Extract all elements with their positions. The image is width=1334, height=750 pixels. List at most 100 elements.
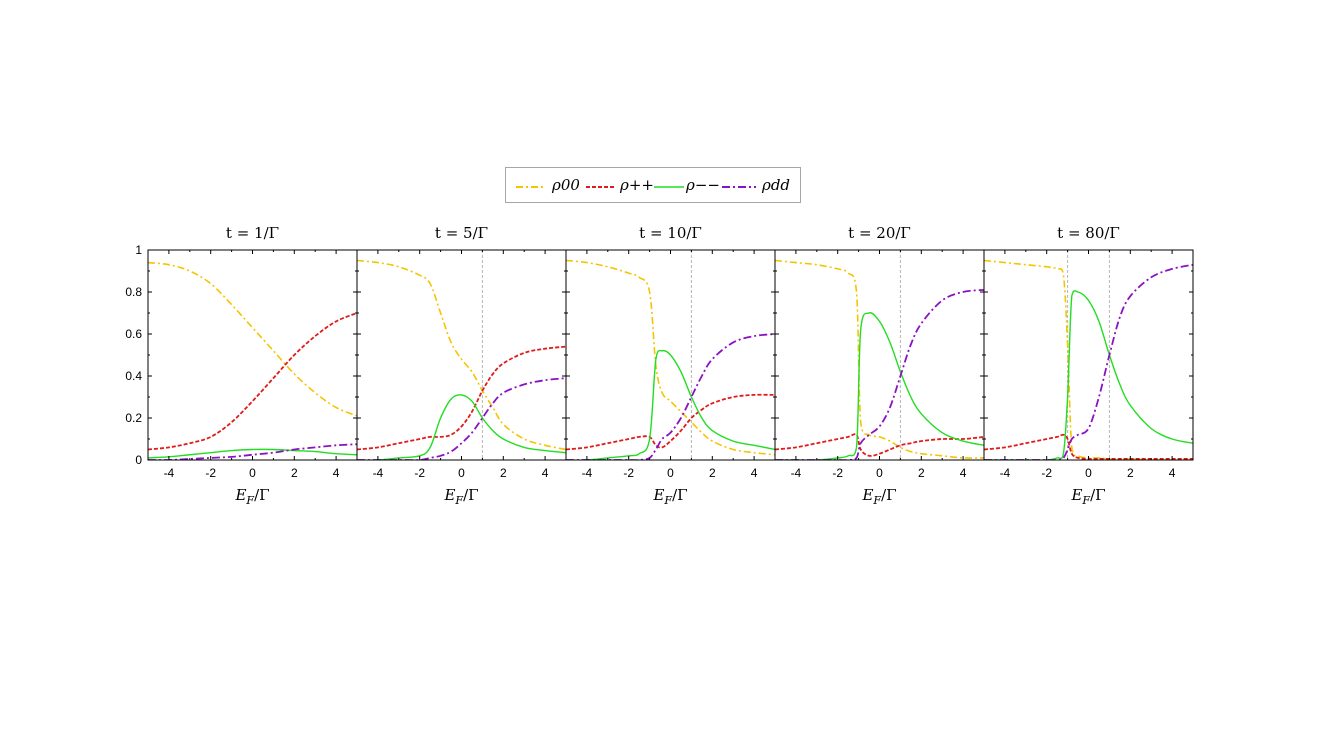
series-line-rhomm	[566, 349, 775, 460]
series-line-rhodd	[357, 377, 566, 460]
x-tick-label: -4	[791, 466, 802, 480]
x-tick-label: -4	[164, 466, 175, 480]
series-line-rhomm	[775, 312, 984, 460]
legend-item-rhomm: ρ−−	[652, 168, 720, 204]
series-line-rhomm	[357, 394, 566, 460]
x-tick-label: -4	[1000, 466, 1011, 480]
series-line-rhopp	[148, 312, 357, 451]
x-axis-label-rest: /Γ	[881, 486, 896, 504]
panel-title: t = 1/Γ	[226, 224, 279, 242]
x-axis-label-rest: /Γ	[463, 486, 478, 504]
panel-title: t = 10/Γ	[639, 224, 702, 242]
series-line-rhopp	[357, 345, 566, 451]
panel-2: -4 -2 0 2 4 t = 5/Γ EF/Γ	[356, 224, 567, 507]
x-tick-label: -2	[623, 466, 634, 480]
y-tick-label: 1	[135, 243, 142, 257]
series-line-rhodd	[566, 333, 775, 460]
legend-label-rho00: ρ00	[552, 176, 580, 194]
series-line-rhodd	[984, 263, 1193, 460]
x-tick-label: 4	[333, 466, 340, 480]
series-group	[357, 259, 566, 460]
series-line-rhomm	[148, 448, 357, 459]
series-group	[775, 259, 984, 460]
panel-4: -4 -2 0 2 4 t = 20/Γ EF/Γ	[774, 224, 985, 507]
x-axis-label: EF/Γ	[443, 486, 478, 507]
series-line-rhomm	[984, 290, 1193, 460]
x-tick-label: -2	[205, 466, 216, 480]
x-axis-label-main: E	[234, 486, 246, 504]
x-axis-label-rest: /Γ	[1090, 486, 1105, 504]
x-tick-label: 0	[249, 466, 256, 480]
x-tick-label: 2	[1127, 466, 1134, 480]
x-axis-label-sub: F	[245, 494, 254, 507]
series-line-rhopp	[984, 433, 1193, 460]
panel-title: t = 20/Γ	[848, 224, 911, 242]
panel-frame	[983, 249, 1194, 461]
series-group	[984, 259, 1193, 460]
legend-item-rhodd: ρdd	[720, 168, 790, 204]
x-tick-label: 2	[918, 466, 925, 480]
x-tick-label: 0	[876, 466, 883, 480]
x-axis-label-sub: F	[1081, 494, 1090, 507]
y-tick-label: 0.8	[125, 285, 142, 299]
series-group	[148, 261, 357, 460]
x-tick-label: 4	[542, 466, 549, 480]
x-axis-label-sub: F	[454, 494, 463, 507]
series-line-rhodd	[148, 443, 357, 460]
x-tick-label: 2	[500, 466, 507, 480]
panel-frame	[356, 249, 567, 461]
x-tick-label: -4	[582, 466, 593, 480]
x-tick-label: 0	[1085, 466, 1092, 480]
series-line-rho00	[566, 259, 775, 456]
x-tick-label: 2	[709, 466, 716, 480]
x-tick-label: -2	[832, 466, 843, 480]
series-group	[566, 259, 775, 460]
series-line-rhopp	[566, 393, 775, 451]
legend-label-rhopp: ρ++	[620, 176, 654, 194]
legend-swatch-rhomm	[654, 186, 684, 188]
series-line-rho00	[357, 259, 566, 451]
panel-title: t = 80/Γ	[1057, 224, 1120, 242]
panel-frame	[774, 249, 985, 461]
x-axis-label-main: E	[443, 486, 455, 504]
x-axis-label: EF/Γ	[652, 486, 687, 507]
panel-frame	[147, 249, 358, 461]
x-axis-label-main: E	[1070, 486, 1082, 504]
x-tick-label: 2	[291, 466, 298, 480]
y-tick-label: 0.2	[125, 411, 142, 425]
x-tick-label: 4	[1169, 466, 1176, 480]
series-line-rhopp	[775, 433, 984, 457]
legend-swatch-rho00	[516, 186, 546, 188]
x-axis-label: EF/Γ	[234, 486, 269, 507]
x-axis-label-rest: /Γ	[254, 486, 269, 504]
x-tick-label: 4	[960, 466, 967, 480]
legend-label-rhomm: ρ−−	[686, 176, 720, 194]
x-axis-label: EF/Γ	[861, 486, 896, 507]
x-axis-label-rest: /Γ	[672, 486, 687, 504]
x-axis-label-sub: F	[663, 494, 672, 507]
series-line-rho00	[984, 259, 1193, 460]
legend: ρ00 ρ++ ρ−− ρdd	[505, 167, 801, 203]
series-line-rho00	[775, 259, 984, 459]
x-tick-label: -4	[373, 466, 384, 480]
panel-5: -4 -2 0 2 4 t = 80/Γ EF/Γ	[983, 224, 1194, 507]
x-tick-label: 0	[458, 466, 465, 480]
x-axis-label-main: E	[652, 486, 664, 504]
legend-swatch-rhodd	[722, 186, 756, 188]
x-axis-label: EF/Γ	[1070, 486, 1105, 507]
panel-3: -4 -2 0 2 4 t = 10/Γ EF/Γ	[565, 224, 776, 507]
y-tick-label: 0	[135, 453, 142, 467]
x-axis-label-sub: F	[872, 494, 881, 507]
legend-item-rho00: ρ00	[514, 168, 580, 204]
y-tick-label: 0.4	[125, 369, 142, 383]
y-tick-label: 0.6	[125, 327, 142, 341]
panel-title: t = 5/Γ	[435, 224, 488, 242]
series-line-rho00	[148, 261, 357, 417]
x-tick-label: -2	[1041, 466, 1052, 480]
legend-item-rhopp: ρ++	[584, 168, 654, 204]
x-tick-label: -2	[414, 466, 425, 480]
panel-1: -4 -2 0 2 4 t = 1/Γ EF/Γ	[147, 224, 358, 507]
x-axis-label-main: E	[861, 486, 873, 504]
x-tick-label: 0	[667, 466, 674, 480]
